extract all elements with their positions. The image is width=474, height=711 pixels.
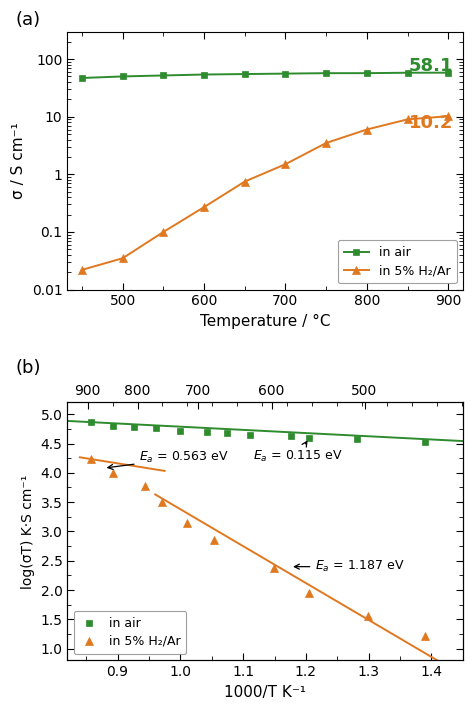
Line: in 5% H₂/Ar: in 5% H₂/Ar — [78, 112, 452, 274]
Line: in 5% H₂/Ar: in 5% H₂/Ar — [86, 455, 429, 640]
in air — [355, 435, 360, 444]
Text: $E_a$ = 0.115 eV: $E_a$ = 0.115 eV — [253, 442, 342, 464]
in air — [364, 69, 370, 77]
Y-axis label: σ / S cm⁻¹: σ / S cm⁻¹ — [11, 122, 26, 199]
in air — [446, 68, 451, 77]
Line: in air: in air — [79, 69, 452, 82]
in air — [177, 427, 183, 435]
in air — [323, 69, 329, 77]
in air — [225, 429, 230, 437]
Text: 58.1: 58.1 — [409, 58, 453, 75]
in 5% H₂/Ar — [271, 564, 277, 572]
in air — [161, 71, 166, 80]
in air — [283, 70, 288, 78]
in 5% H₂/Ar — [283, 160, 288, 169]
X-axis label: 1000/T K⁻¹: 1000/T K⁻¹ — [224, 685, 306, 700]
in 5% H₂/Ar — [79, 266, 85, 274]
in 5% H₂/Ar — [364, 125, 370, 134]
in 5% H₂/Ar — [306, 589, 312, 597]
in 5% H₂/Ar — [365, 612, 371, 621]
Text: (a): (a) — [16, 11, 41, 29]
in air — [247, 430, 253, 439]
Line: in air: in air — [87, 419, 428, 446]
in air — [120, 73, 126, 81]
in air — [110, 422, 116, 430]
in air — [154, 424, 159, 432]
in air — [131, 423, 137, 432]
in air — [88, 418, 93, 427]
in air — [242, 70, 247, 78]
in 5% H₂/Ar — [184, 518, 190, 527]
in 5% H₂/Ar — [159, 498, 165, 506]
in air — [201, 70, 207, 79]
in 5% H₂/Ar — [88, 455, 93, 464]
in air — [288, 432, 294, 441]
in 5% H₂/Ar — [446, 112, 451, 120]
in 5% H₂/Ar — [323, 139, 329, 147]
in 5% H₂/Ar — [120, 254, 126, 262]
Text: $E_a$ = 1.187 eV: $E_a$ = 1.187 eV — [294, 559, 405, 574]
X-axis label: Temperature / °C: Temperature / °C — [200, 314, 330, 329]
Text: 10.2: 10.2 — [409, 114, 453, 132]
in 5% H₂/Ar — [211, 536, 217, 545]
in air — [422, 438, 428, 447]
in air — [204, 427, 210, 436]
Y-axis label: log(σT) K·S cm⁻¹: log(σT) K·S cm⁻¹ — [21, 474, 35, 589]
in 5% H₂/Ar — [110, 469, 116, 477]
in 5% H₂/Ar — [242, 177, 247, 186]
Legend: in air, in 5% H₂/Ar: in air, in 5% H₂/Ar — [73, 611, 186, 654]
in 5% H₂/Ar — [161, 228, 166, 236]
in 5% H₂/Ar — [142, 481, 147, 490]
in air — [306, 434, 312, 442]
in 5% H₂/Ar — [422, 631, 428, 640]
in air — [79, 74, 85, 82]
Text: $E_a$ = 0.563 eV: $E_a$ = 0.563 eV — [108, 450, 229, 469]
in 5% H₂/Ar — [201, 203, 207, 211]
in air — [405, 68, 410, 77]
Legend: in air, in 5% H₂/Ar: in air, in 5% H₂/Ar — [337, 240, 456, 284]
in 5% H₂/Ar — [405, 115, 410, 124]
Text: (b): (b) — [16, 358, 41, 377]
